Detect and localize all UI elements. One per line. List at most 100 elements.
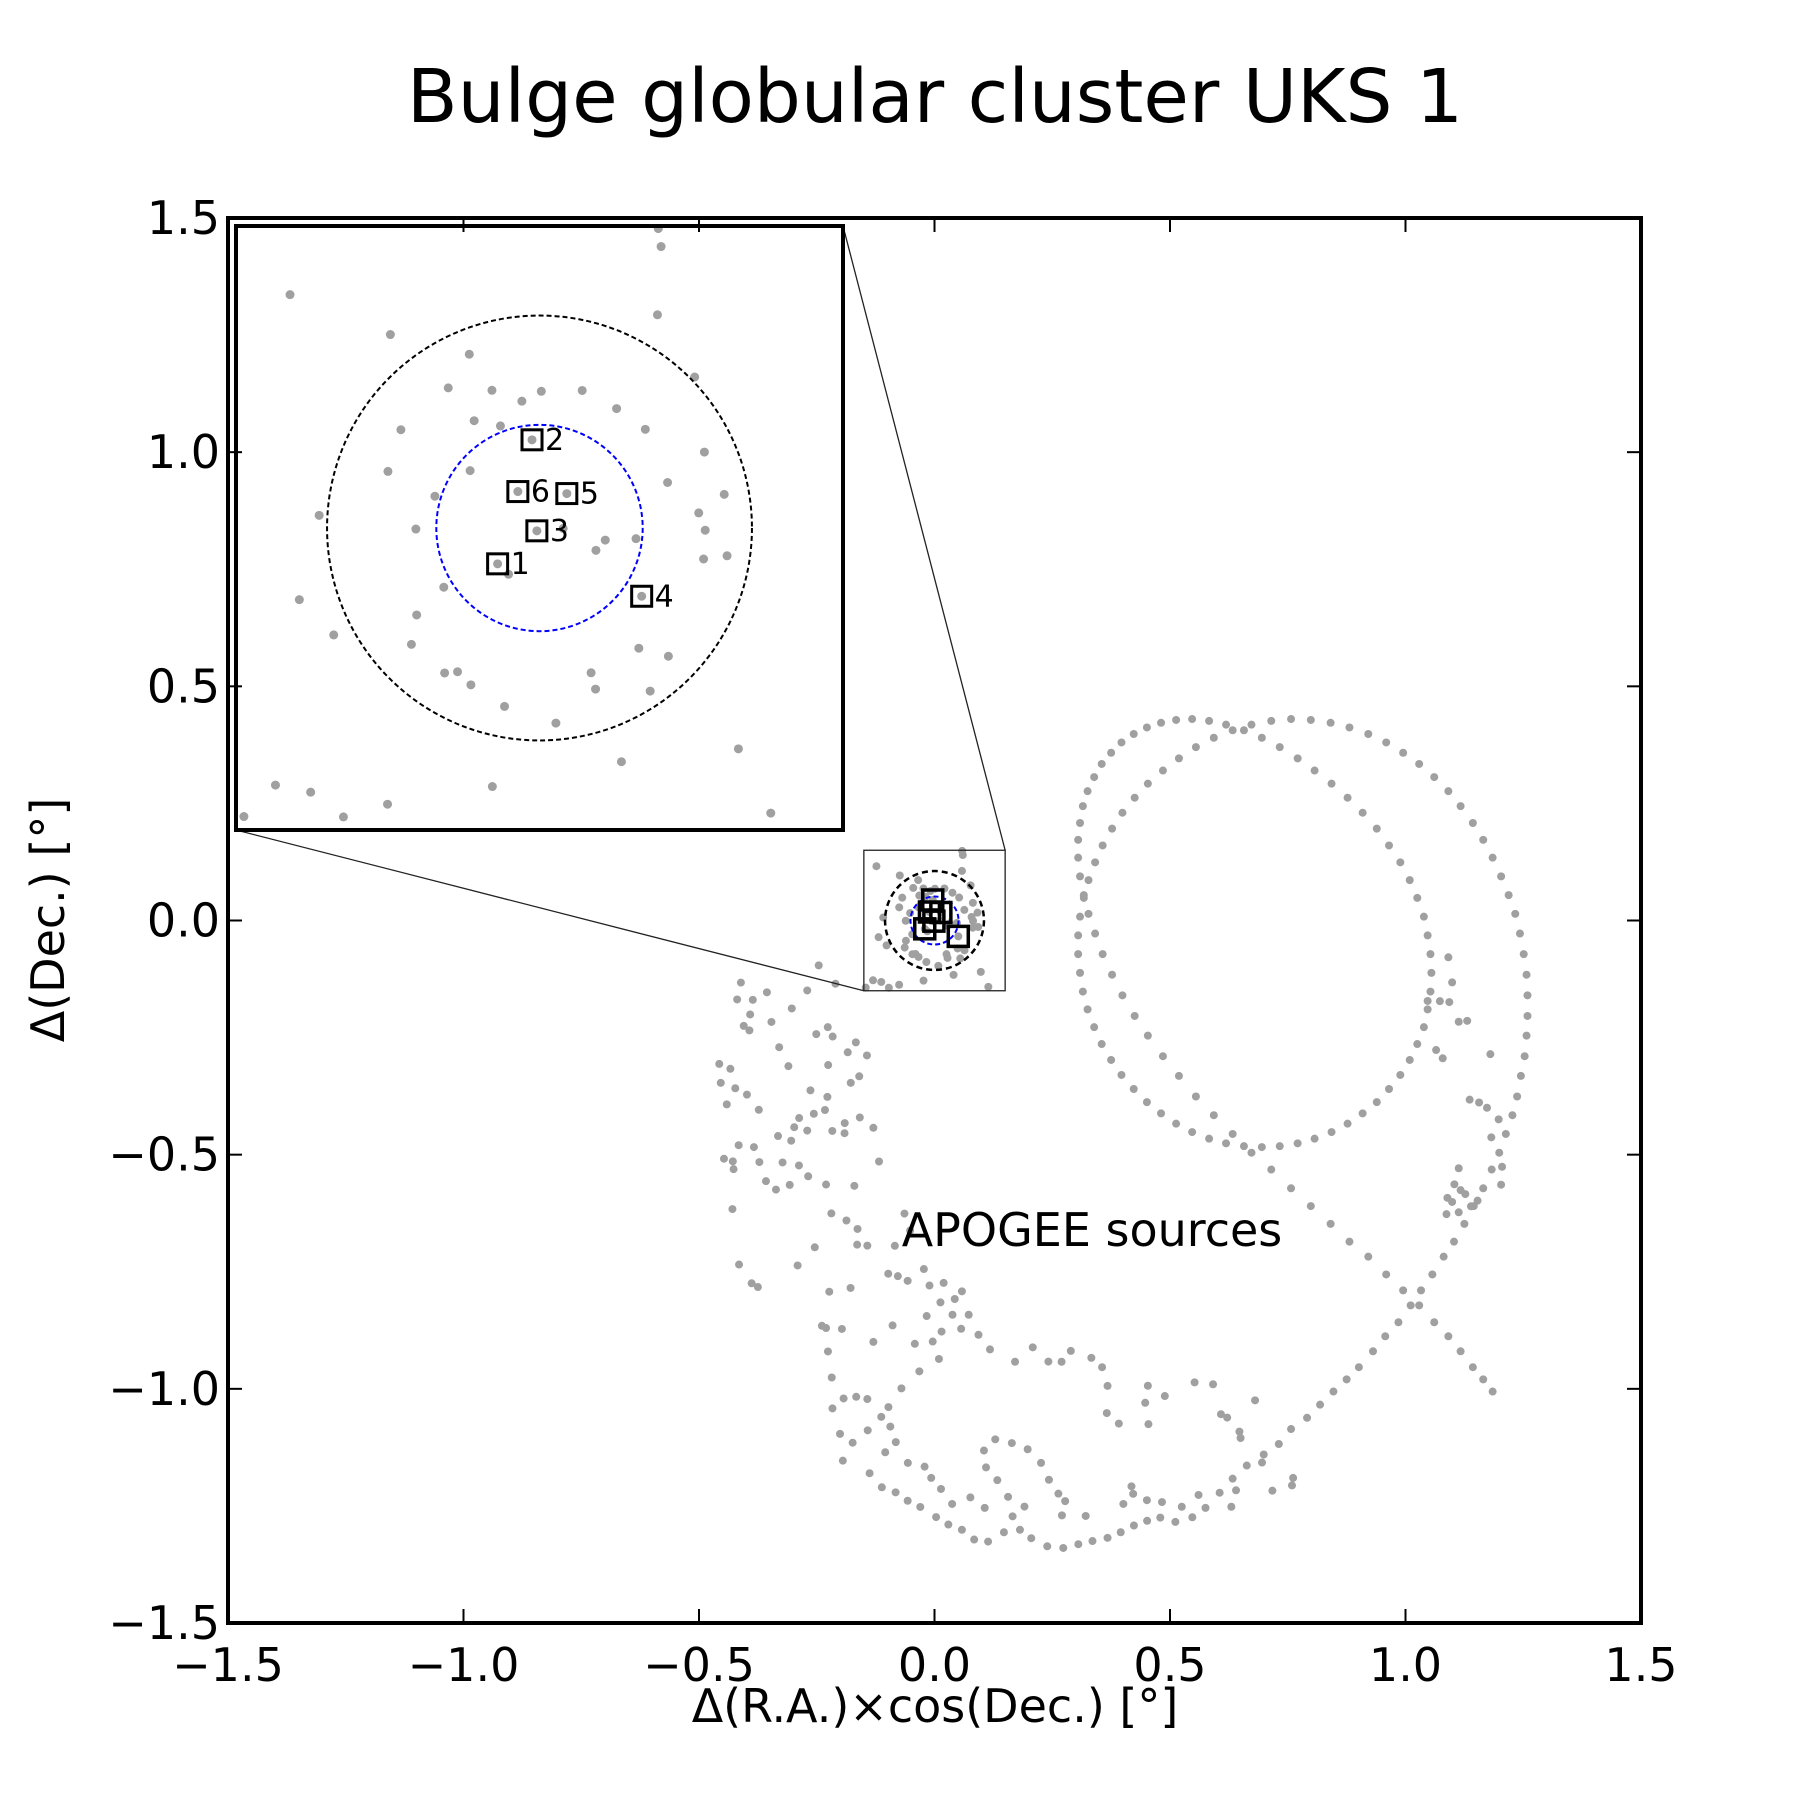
inset-member-label: 3 bbox=[550, 514, 569, 549]
data-point bbox=[906, 909, 915, 918]
y-tick-label: 0.0 bbox=[147, 894, 220, 948]
data-point bbox=[1438, 1054, 1447, 1063]
data-point bbox=[1098, 950, 1107, 959]
inset-data-point bbox=[396, 425, 406, 435]
data-point bbox=[853, 1224, 862, 1233]
data-point bbox=[943, 953, 952, 962]
data-point bbox=[991, 1435, 1000, 1444]
x-tick-label: 0.0 bbox=[898, 1638, 971, 1692]
data-point bbox=[1119, 1499, 1128, 1508]
data-point bbox=[960, 905, 969, 914]
data-point bbox=[1522, 1031, 1531, 1040]
data-point bbox=[1090, 773, 1099, 782]
data-point bbox=[793, 1261, 802, 1270]
inset-data-point bbox=[466, 680, 476, 690]
data-point bbox=[722, 1100, 731, 1109]
data-point bbox=[1267, 1165, 1276, 1174]
data-point bbox=[774, 1132, 783, 1141]
data-point bbox=[950, 1295, 959, 1304]
data-point bbox=[1074, 853, 1083, 862]
inset-data-point bbox=[314, 510, 324, 520]
data-point bbox=[869, 1337, 878, 1346]
data-point bbox=[1043, 1542, 1052, 1551]
x-tick-label: 0.5 bbox=[1133, 1638, 1206, 1692]
inset-data-point bbox=[645, 686, 655, 696]
data-point bbox=[715, 1059, 724, 1068]
data-point bbox=[853, 1240, 862, 1249]
data-point bbox=[1358, 1109, 1367, 1118]
data-point bbox=[1130, 1011, 1139, 1020]
data-point bbox=[1406, 1301, 1415, 1310]
data-point bbox=[979, 1446, 988, 1455]
data-point bbox=[957, 1525, 966, 1534]
inset-data-point bbox=[517, 396, 527, 406]
data-point bbox=[1083, 1005, 1092, 1014]
inset-member-marker bbox=[520, 428, 544, 452]
data-point bbox=[1157, 1109, 1166, 1118]
data-point bbox=[900, 943, 909, 952]
inset-data-point bbox=[652, 310, 662, 320]
data-point bbox=[916, 1502, 925, 1511]
inset-frame bbox=[234, 224, 845, 832]
data-point bbox=[914, 876, 923, 885]
main-points-layer bbox=[715, 715, 1532, 1552]
data-point bbox=[848, 1438, 857, 1447]
data-point bbox=[812, 1030, 821, 1039]
data-point bbox=[1456, 802, 1465, 811]
data-point bbox=[1084, 909, 1093, 918]
data-point bbox=[915, 1367, 924, 1376]
data-point bbox=[1287, 1184, 1296, 1193]
inset-data-point bbox=[640, 424, 650, 434]
data-point bbox=[1372, 1098, 1381, 1107]
data-point bbox=[932, 1513, 941, 1522]
data-point bbox=[1293, 754, 1302, 763]
data-point bbox=[1396, 858, 1405, 867]
data-point bbox=[1430, 1318, 1439, 1327]
data-point bbox=[903, 1458, 912, 1467]
data-point bbox=[1141, 1398, 1150, 1407]
data-point bbox=[1209, 733, 1218, 742]
inset-data-point bbox=[591, 684, 601, 694]
data-point bbox=[1275, 743, 1284, 752]
data-point bbox=[1448, 978, 1457, 987]
inset-data-point bbox=[719, 489, 729, 499]
inset-data-point bbox=[700, 525, 710, 535]
inset-member-marker bbox=[486, 552, 510, 576]
data-point bbox=[1107, 1055, 1116, 1064]
data-point bbox=[1417, 1286, 1426, 1295]
data-point bbox=[1011, 1357, 1020, 1366]
data-point bbox=[901, 936, 910, 945]
data-point bbox=[1342, 1375, 1351, 1384]
inset-member-label: 1 bbox=[511, 547, 530, 582]
data-point bbox=[1327, 779, 1336, 788]
data-point bbox=[1415, 759, 1424, 768]
inset-member-marker bbox=[506, 480, 530, 504]
data-point bbox=[762, 988, 771, 997]
data-point bbox=[855, 1072, 864, 1081]
y-axis: −1.5 −1.0 −0.5 0.0 0.5 1.0 1.5 bbox=[108, 191, 1641, 1650]
data-point bbox=[1427, 968, 1436, 977]
inset-data-point bbox=[385, 330, 395, 340]
data-point bbox=[745, 1026, 754, 1035]
data-point bbox=[1419, 1023, 1428, 1032]
data-point bbox=[1326, 1219, 1335, 1228]
data-point bbox=[1098, 1363, 1107, 1372]
data-point bbox=[1498, 1162, 1507, 1171]
data-point bbox=[1102, 1409, 1111, 1418]
data-point bbox=[875, 1157, 884, 1166]
data-point bbox=[1479, 835, 1488, 844]
data-point bbox=[734, 1141, 743, 1150]
data-point bbox=[726, 1064, 735, 1073]
data-point bbox=[881, 1448, 890, 1457]
data-point bbox=[778, 1158, 787, 1167]
data-point bbox=[1157, 1498, 1166, 1507]
tidal-radius-circle bbox=[883, 869, 986, 972]
data-point bbox=[1142, 723, 1151, 732]
data-point bbox=[968, 898, 977, 907]
data-point bbox=[1508, 1111, 1517, 1120]
inset-data-point bbox=[443, 383, 453, 393]
data-point bbox=[1130, 793, 1139, 802]
data-point bbox=[1465, 1095, 1474, 1104]
data-point bbox=[739, 1021, 748, 1030]
data-point bbox=[1078, 987, 1087, 996]
